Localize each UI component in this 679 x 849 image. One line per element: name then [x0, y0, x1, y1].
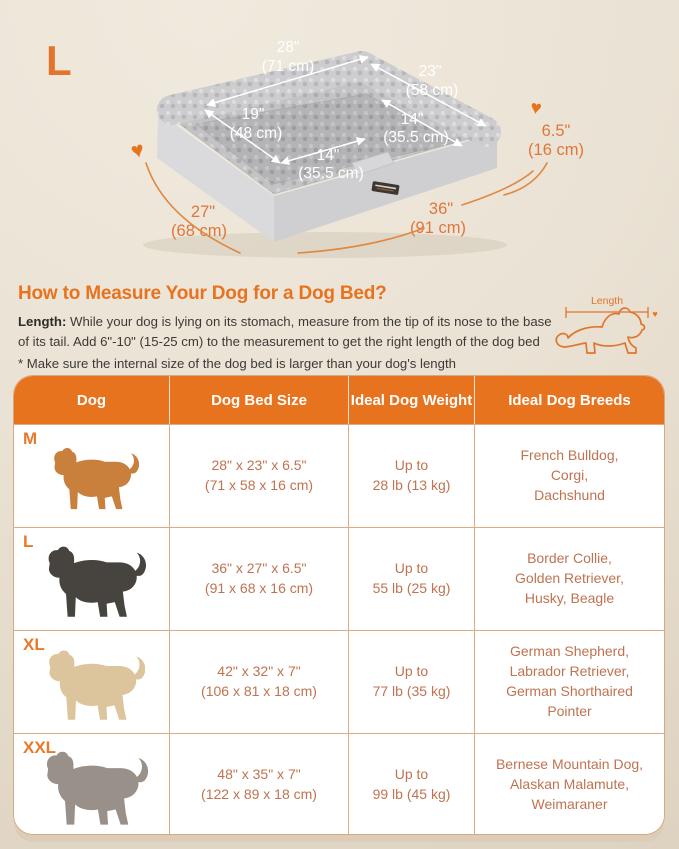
border-collie-photo	[48, 546, 146, 617]
row-xl-dog-cell: XL	[14, 630, 170, 733]
heart-icon: ♥	[652, 309, 657, 319]
dim-inner-width-in: 19"	[242, 106, 265, 123]
measure-section: How to Measure Your Dog for a Dog Bed? L…	[18, 283, 663, 373]
dim-line-top-edge	[206, 55, 369, 107]
breeds-value: Border Collie, Golden Retriever, Husky, …	[515, 550, 624, 606]
dog-length-diagram: Length ♥	[555, 295, 658, 354]
row-size-label: XL	[23, 635, 45, 654]
dim-line-inner-width	[204, 109, 281, 164]
row-xl-breeds-cell: German Shepherd, Labrador Retriever, Ger…	[475, 630, 664, 733]
bed-base-left-face	[157, 112, 274, 242]
row-m-bed-size-cell: 28" x 23" x 6.5" (71 x 58 x 16 cm)	[170, 424, 349, 527]
bed-entry-notch	[351, 151, 395, 176]
bed-size-value: 42" x 32" x 7" (106 x 81 x 18 cm)	[201, 663, 317, 699]
dim-outer-width-cm: (91 cm)	[410, 219, 466, 237]
dim-outer-depth-in: 27"	[191, 203, 215, 221]
row-size-label: L	[23, 532, 34, 551]
bed-shadow	[143, 232, 507, 258]
dim-front-width-cm: (35.5 cm)	[298, 165, 363, 182]
dim-right-edge-in: 23"	[419, 63, 442, 80]
dimension-annotations-orange: ♥ 6.5" (16 cm) ♥ 27" (68 cm) 36" (91 cm)	[128, 97, 584, 254]
header-bed-size: Dog Bed Size	[170, 376, 349, 424]
weight-value: Up to 99 lb (45 kg)	[372, 766, 451, 802]
row-l-dog-cell: L	[14, 527, 170, 630]
row-l-weight-cell: Up to 55 lb (25 kg)	[349, 527, 475, 630]
dim-curve-outer-width-right	[461, 170, 534, 206]
dim-outer-depth-cm: (68 cm)	[171, 222, 227, 240]
dim-curve-outer-width	[297, 227, 425, 254]
breeds-value: Bernese Mountain Dog, Alaskan Malamute, …	[495, 756, 644, 812]
dim-height-in: 6.5"	[542, 122, 571, 140]
weight-value: Up to 28 lb (13 kg)	[372, 457, 451, 493]
dim-curve-height	[503, 162, 548, 196]
bed-size-value: 36" x 27" x 6.5" (91 x 68 x 16 cm)	[204, 560, 314, 596]
row-m-breeds-cell: French Bulldog, Corgi, Dachshund	[475, 424, 664, 527]
dim-inner-depth-cm: (35.5 cm)	[383, 129, 448, 146]
length-label: Length:	[18, 314, 67, 329]
dim-line-inner-depth	[381, 99, 463, 147]
row-l-breeds-cell: Border Collie, Golden Retriever, Husky, …	[475, 527, 664, 630]
malamute-photo	[46, 751, 148, 825]
row-xxl-breeds-cell: Bernese Mountain Dog, Alaskan Malamute, …	[475, 733, 664, 834]
row-m-dog-cell: M	[14, 424, 170, 527]
dim-curve-outer-depth	[145, 162, 241, 254]
row-xl-weight-cell: Up to 77 lb (35 kg)	[349, 630, 475, 733]
length-diagram-label: Length	[591, 295, 623, 307]
row-xl-bed-size-cell: 42" x 32" x 7" (106 x 81 x 18 cm)	[170, 630, 349, 733]
heart-icon: ♥	[529, 97, 543, 119]
dim-inner-depth-in: 14"	[401, 111, 424, 128]
section-title: How to Measure Your Dog for a Dog Bed?	[18, 283, 387, 304]
dim-top-edge-cm: (71 cm)	[262, 58, 315, 75]
dim-line-right-edge	[370, 63, 487, 127]
dim-height-cm: (16 cm)	[528, 141, 584, 159]
dim-front-width-in: 14"	[317, 147, 340, 164]
measure-body: While your dog is lying on its stomach, …	[18, 314, 552, 349]
dim-inner-width-cm: (48 cm)	[230, 125, 283, 142]
row-m-weight-cell: Up to 28 lb (13 kg)	[349, 424, 475, 527]
row-xxl-weight-cell: Up to 99 lb (45 kg)	[349, 733, 475, 834]
breeds-value: German Shepherd, Labrador Retriever, Ger…	[506, 643, 633, 719]
row-size-label: XXL	[23, 738, 57, 757]
dim-outer-width-in: 36"	[429, 200, 453, 218]
header-breeds: Ideal Dog Breeds	[475, 376, 664, 424]
bed-size-value: 48" x 35" x 7" (122 x 89 x 18 cm)	[201, 766, 317, 802]
weight-value: Up to 55 lb (25 kg)	[372, 560, 451, 596]
corgi-photo	[53, 447, 139, 510]
measure-instructions: Length: While your dog is lying on its s…	[18, 312, 560, 352]
labrador-photo	[48, 650, 145, 720]
dim-right-edge-cm: (58 cm)	[406, 82, 459, 99]
measure-note: * Make sure the internal size of the dog…	[18, 355, 456, 371]
bed-size-value: 28" x 23" x 6.5" (71 x 58 x 16 cm)	[204, 457, 314, 493]
weight-value: Up to 77 lb (35 kg)	[372, 663, 451, 699]
dim-line-front-width	[280, 136, 366, 166]
row-l-bed-size-cell: 36" x 27" x 6.5" (91 x 68 x 16 cm)	[170, 527, 349, 630]
dim-top-edge-in: 28"	[277, 39, 300, 56]
row-xxl-bed-size-cell: 48" x 35" x 7" (122 x 89 x 18 cm)	[170, 733, 349, 834]
header-weight: Ideal Dog Weight	[349, 376, 475, 424]
size-chart-table: Dog Dog Bed Size Ideal Dog Weight Ideal …	[13, 375, 665, 835]
size-badge: L	[46, 37, 72, 84]
breeds-value: French Bulldog, Corgi, Dachshund	[520, 447, 619, 503]
dog-bed-diagram: 28" (71 cm) 23" (58 cm) 19" (48 cm) 14" …	[128, 39, 584, 258]
row-size-label: M	[23, 429, 38, 448]
brand-tag	[371, 181, 400, 195]
header-dog: Dog	[14, 376, 170, 424]
dog-outline-icon	[555, 307, 646, 354]
row-xxl-dog-cell: XXL	[14, 733, 170, 834]
dimension-annotations: 28" (71 cm) 23" (58 cm) 19" (48 cm) 14" …	[204, 39, 487, 182]
heart-icon: ♥	[128, 136, 147, 163]
